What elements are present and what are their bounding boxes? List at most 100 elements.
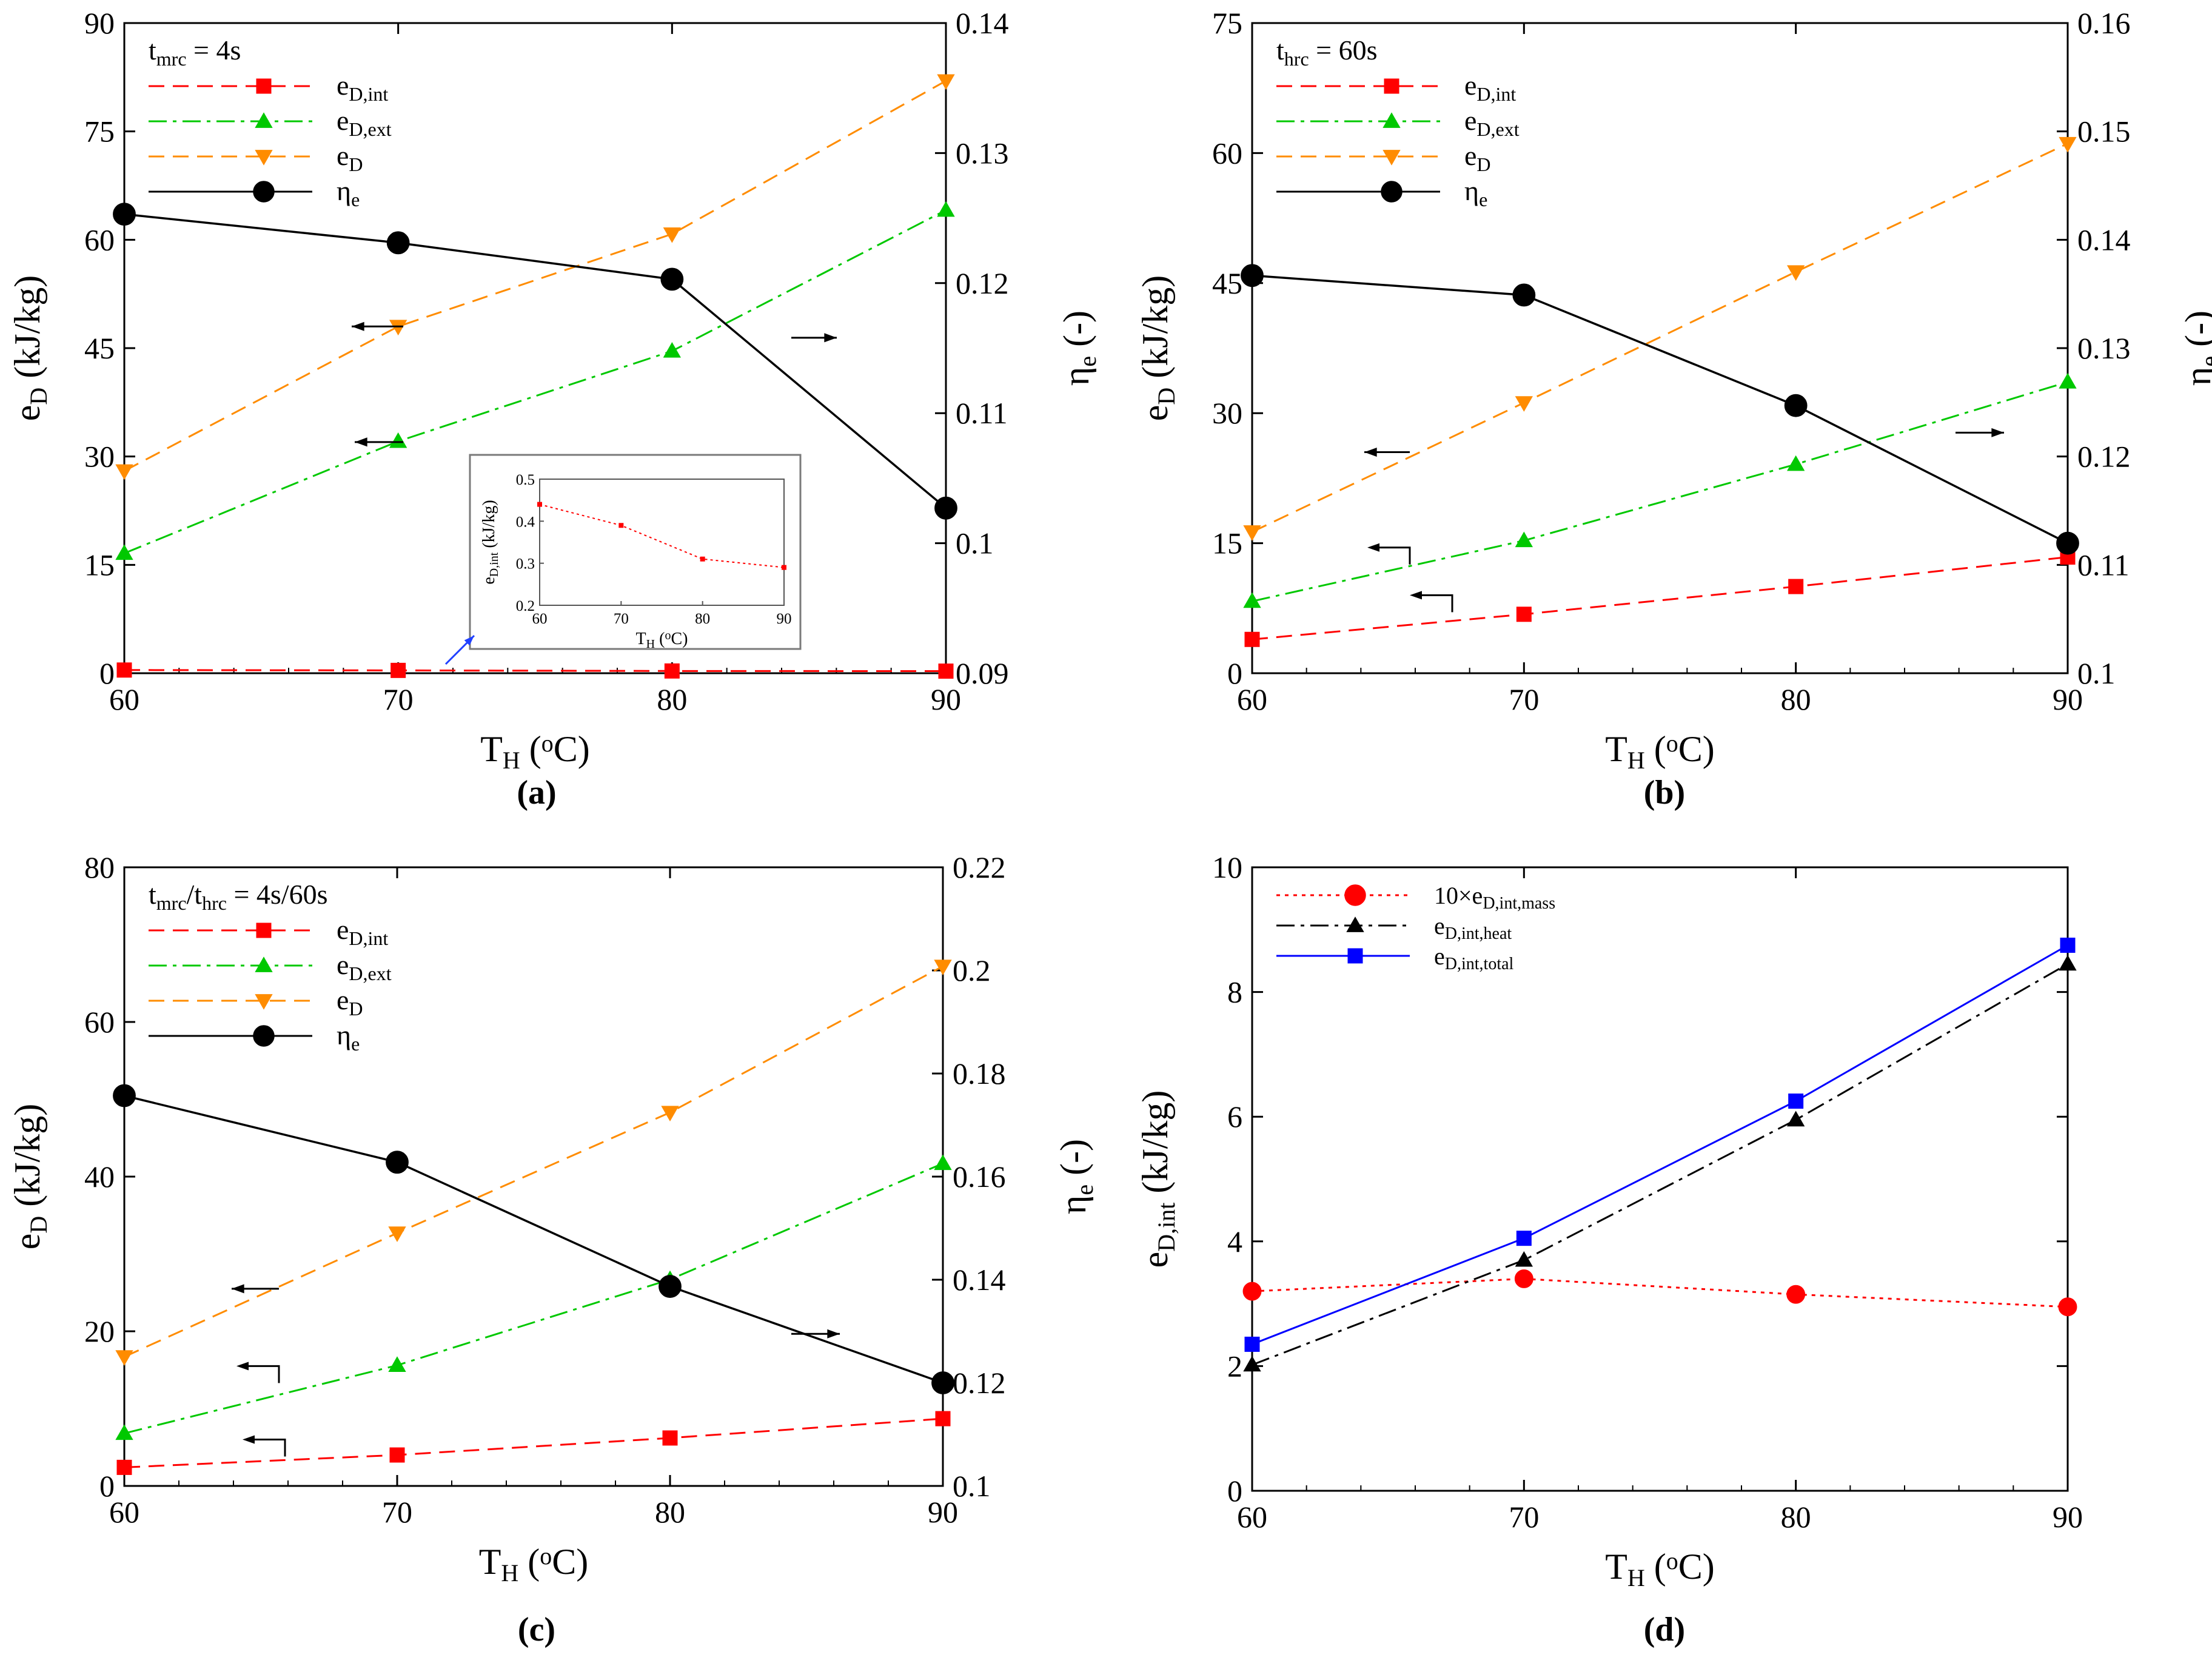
- legend-marker: [1382, 150, 1401, 166]
- data-point-e: [1784, 394, 1808, 417]
- y-left-tick-label: 15: [1212, 526, 1242, 560]
- series-line-d-int-heat: [1252, 963, 2068, 1366]
- legend-label: ηe: [337, 1020, 360, 1055]
- inset-x-tick-label: 70: [614, 611, 629, 627]
- series-line-d-int-mass: [1252, 1277, 2068, 1308]
- legend-marker: [253, 181, 275, 203]
- legend-title-part: /t: [187, 879, 203, 910]
- y-left-axis-label: eD (kJ/kg): [1135, 275, 1180, 422]
- x-axis-label-part: T: [1605, 729, 1627, 769]
- inset-series-line: [539, 503, 785, 568]
- y-right-axis-label-part: η: [1053, 1195, 1093, 1214]
- legend-label-part: e: [337, 105, 349, 136]
- y-left-axis-label-part: (kJ/kg): [7, 275, 47, 388]
- data-point-d: [388, 1226, 406, 1242]
- legend-label-sub: D,int: [349, 83, 388, 105]
- y-right-axis-label-part: (-): [2178, 311, 2212, 356]
- inset-x-tick-label: 80: [695, 611, 710, 627]
- x-axis-label-sup: o: [540, 1542, 552, 1570]
- inset-y-axis-label: eD,int (kJ/kg): [480, 500, 501, 584]
- data-point-d-int: [664, 663, 680, 679]
- y-right-tick-label: 0.14: [956, 6, 1009, 40]
- data-point-d-int-mass: [1786, 1285, 1806, 1304]
- inset-y-axis-label-part: e: [480, 577, 498, 584]
- x-axis-label: TH (oC): [1605, 729, 1715, 774]
- data-point-d: [663, 227, 681, 243]
- legend-label-part: η: [1464, 175, 1479, 206]
- legend-marker: [1381, 181, 1403, 203]
- y-right-tick-label: 0.16: [953, 1160, 1006, 1194]
- y-left-axis-label-sub: D: [25, 388, 52, 405]
- inset-x-tick-label: 90: [777, 611, 792, 627]
- y-right-axis-label-part: η: [1056, 367, 1096, 386]
- series-line-d: [124, 79, 947, 472]
- data-point-d-int: [938, 664, 954, 679]
- y-right-tick-label: 0.12: [953, 1366, 1006, 1400]
- data-point-d-int-total: [2060, 938, 2076, 953]
- data-point-e: [659, 1275, 682, 1298]
- y-left-tick-label: 30: [84, 440, 115, 474]
- data-point-d-ext: [115, 544, 133, 560]
- arrow-to-left-axis-edext-head: [236, 1362, 249, 1371]
- chart-panel-a: 60 70 80 9001530456075900.090.10.110.120.13…: [7, 6, 1101, 812]
- data-point-d-int-total: [1516, 1231, 1532, 1246]
- x-tick-label: 70: [1509, 1500, 1539, 1534]
- data-point-d-ext: [388, 1356, 406, 1372]
- y-right-tick-label: 0.12: [956, 266, 1009, 300]
- arrow-to-left-axis-edext-shaft: [1376, 546, 1411, 565]
- data-point-d-int: [1244, 631, 1260, 647]
- x-axis-label-part: C): [1678, 729, 1715, 769]
- data-point-d-int-mass: [1242, 1282, 1262, 1301]
- x-axis-label-sub: H: [503, 747, 520, 774]
- x-axis-label-sub: H: [501, 1559, 518, 1587]
- inset-y-tick-label: 0.3: [516, 556, 535, 573]
- inset-x-axis-label-sup: o: [665, 629, 671, 642]
- data-point-e: [2056, 531, 2079, 555]
- legend-marker: [255, 112, 273, 128]
- data-point-e: [386, 1151, 409, 1174]
- data-point-e: [113, 1084, 136, 1107]
- inset-x-axis-label: TH (oC): [636, 629, 688, 651]
- y-right-axis-label-sub: e: [2196, 356, 2212, 367]
- arrow-to-left-axis-ed-head: [352, 321, 364, 331]
- series-line-d-ext: [124, 209, 947, 554]
- data-point-d-ext: [115, 1424, 133, 1440]
- data-point-d: [661, 1106, 679, 1121]
- x-tick-label: 70: [1509, 682, 1539, 716]
- legend-label-sub: e: [351, 189, 360, 210]
- y-left-axis-label-part: (kJ/kg): [1135, 1090, 1175, 1203]
- data-point-d-int: [390, 662, 406, 678]
- legend-title-part: = 4s/60s: [227, 879, 328, 910]
- data-point-d-ext: [937, 201, 955, 217]
- legend-label: eD,ext: [337, 105, 392, 140]
- legend-label-part: e: [1434, 912, 1445, 939]
- inset-y-tick-label: 0.2: [516, 598, 535, 614]
- legend-label-sub: D,int,mass: [1483, 894, 1555, 913]
- legend-label-part: e: [337, 949, 349, 980]
- y-left-tick-label: 60: [84, 223, 115, 257]
- y-left-axis-label: eD (kJ/kg): [7, 1104, 52, 1250]
- data-point-d-int: [935, 1411, 951, 1426]
- y-left-tick-label: 0: [99, 1469, 115, 1503]
- legend-title-sub: mrc: [156, 892, 187, 914]
- y-left-axis-label-part: (kJ/kg): [7, 1104, 47, 1216]
- y-right-axis-label-sub: e: [1074, 356, 1101, 367]
- legend-title-part: = 60s: [1309, 35, 1378, 66]
- data-point-d-ext: [934, 1154, 952, 1171]
- y-right-tick-label: 0.11: [956, 396, 1008, 430]
- data-point-d: [1515, 396, 1533, 412]
- series-line-e: [124, 1094, 943, 1384]
- legend-label-sub: D,int: [1476, 83, 1516, 105]
- legend-title-sub: hrc: [202, 892, 227, 914]
- arrow-to-right-axis-eta-head: [1991, 428, 2004, 437]
- panel-label: (b): [1644, 774, 1685, 812]
- legend-label-sub: e: [1479, 189, 1487, 210]
- inset-x-axis-label-part: C): [671, 630, 688, 648]
- y-left-tick-label: 8: [1227, 975, 1242, 1009]
- y-left-tick-label: 90: [84, 6, 115, 40]
- y-left-tick-label: 30: [1212, 396, 1242, 430]
- x-axis-label-part: C): [1678, 1547, 1715, 1587]
- legend-label-part: e: [1464, 140, 1476, 171]
- data-point-e: [1241, 264, 1264, 287]
